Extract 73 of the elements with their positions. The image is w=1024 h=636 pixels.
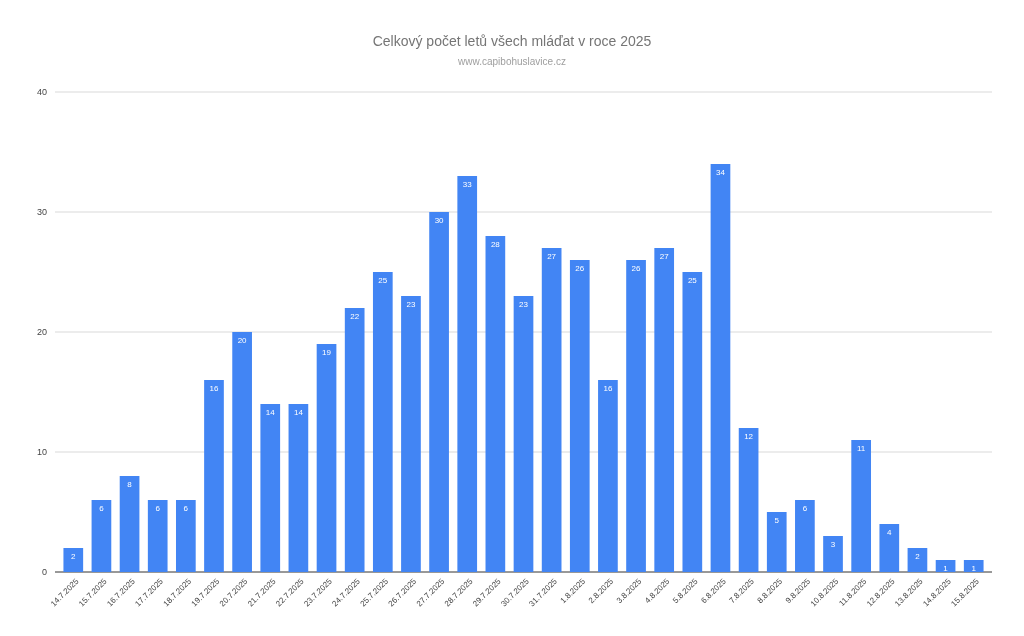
bar bbox=[738, 428, 759, 572]
bar bbox=[429, 212, 449, 572]
bar bbox=[204, 380, 224, 572]
bar bbox=[288, 404, 309, 572]
bar bbox=[935, 560, 956, 572]
bar bbox=[626, 260, 646, 572]
y-tick-label: 0 bbox=[41, 566, 47, 577]
bar bbox=[654, 248, 675, 572]
bar bbox=[682, 272, 703, 572]
y-tick-label: 30 bbox=[36, 206, 47, 217]
bar bbox=[907, 548, 928, 572]
bar bbox=[175, 500, 196, 572]
bar bbox=[795, 500, 815, 572]
data-label: 26 bbox=[631, 264, 642, 273]
bar bbox=[316, 344, 337, 572]
bar bbox=[598, 380, 618, 572]
data-label: 6 bbox=[802, 504, 808, 513]
bar bbox=[569, 260, 590, 572]
data-label: 14 bbox=[293, 408, 304, 417]
bar bbox=[91, 500, 112, 572]
data-label: 1 bbox=[971, 564, 977, 573]
bar bbox=[513, 296, 534, 572]
data-label: 5 bbox=[774, 516, 780, 525]
bar bbox=[823, 536, 843, 572]
bar bbox=[541, 248, 562, 572]
bar bbox=[119, 476, 140, 572]
chart-subtitle: www.capibohuslavice.cz bbox=[457, 56, 566, 67]
data-label: 20 bbox=[237, 336, 248, 345]
data-label: 23 bbox=[406, 300, 416, 309]
bar bbox=[147, 500, 168, 572]
data-label: 2 bbox=[915, 552, 921, 561]
bar bbox=[766, 512, 787, 572]
bar bbox=[485, 236, 506, 572]
bar bbox=[344, 308, 365, 572]
bar bbox=[710, 164, 731, 572]
data-label: 27 bbox=[547, 252, 557, 261]
bar bbox=[401, 296, 421, 572]
data-label: 14 bbox=[265, 408, 276, 417]
bar bbox=[232, 332, 252, 572]
data-label: 2 bbox=[71, 552, 77, 561]
data-label: 19 bbox=[322, 348, 332, 357]
y-tick-label: 10 bbox=[36, 446, 47, 457]
bar bbox=[260, 404, 281, 572]
data-label: 16 bbox=[209, 384, 219, 393]
data-label: 34 bbox=[716, 168, 726, 177]
data-label: 25 bbox=[378, 276, 388, 285]
bar bbox=[879, 524, 900, 572]
data-label: 11 bbox=[857, 444, 866, 453]
data-label: 16 bbox=[603, 384, 613, 393]
bar bbox=[372, 272, 393, 572]
chart-title: Celkový počet letů všech mláďat v roce 2025 bbox=[372, 33, 652, 49]
data-label: 27 bbox=[659, 252, 670, 261]
data-label: 8 bbox=[127, 480, 133, 489]
y-tick-label: 20 bbox=[36, 326, 47, 337]
data-label: 22 bbox=[350, 312, 360, 321]
data-label: 6 bbox=[99, 504, 105, 513]
data-label: 33 bbox=[462, 180, 473, 189]
data-label: 4 bbox=[887, 528, 893, 537]
bar bbox=[63, 548, 84, 572]
y-tick-label: 40 bbox=[36, 86, 47, 97]
bar bbox=[457, 176, 478, 572]
data-label: 23 bbox=[519, 300, 529, 309]
data-label: 25 bbox=[687, 276, 698, 285]
data-label: 30 bbox=[434, 216, 445, 225]
data-label: 6 bbox=[183, 504, 189, 513]
data-label: 12 bbox=[744, 432, 754, 441]
data-label: 3 bbox=[830, 540, 836, 549]
data-label: 1 bbox=[943, 564, 949, 573]
data-label: 6 bbox=[155, 504, 161, 513]
data-label: 28 bbox=[490, 240, 501, 249]
bar bbox=[851, 440, 872, 572]
data-label: 26 bbox=[575, 264, 585, 273]
bar bbox=[963, 560, 984, 572]
